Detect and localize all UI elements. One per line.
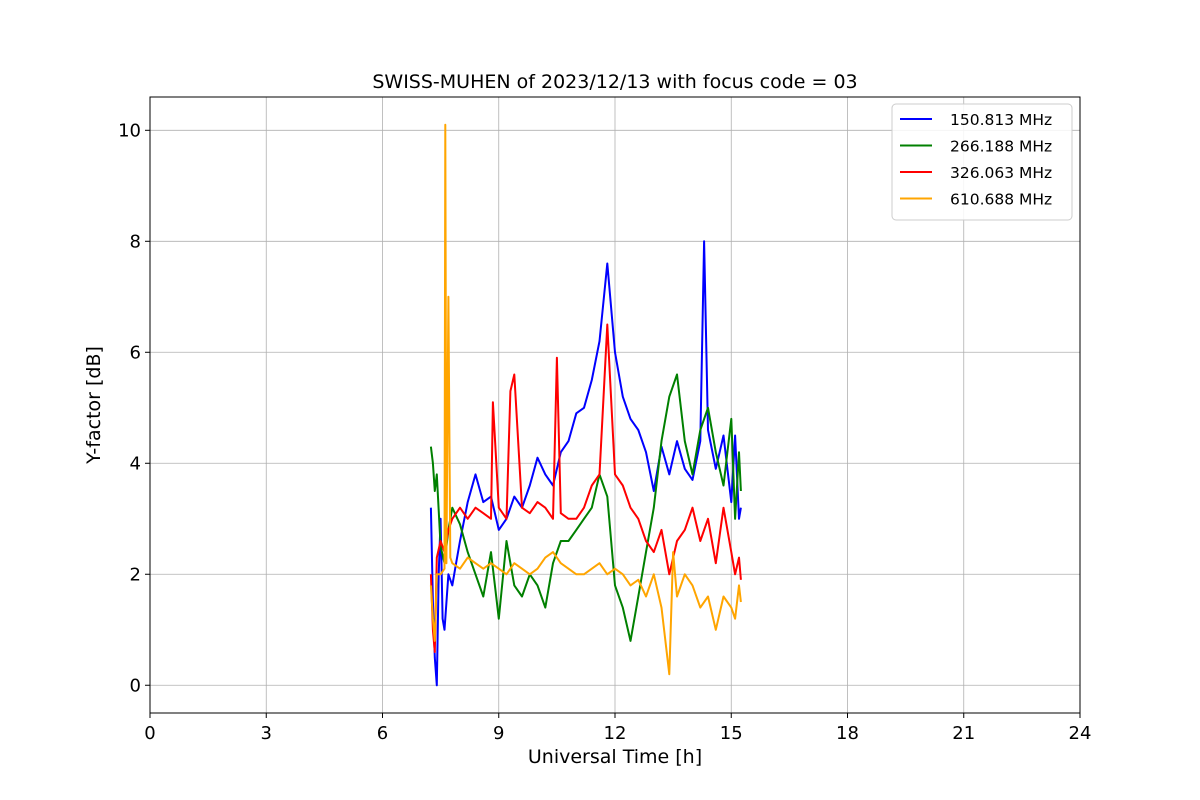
- series-line-150-813-mhz: [429, 240, 742, 687]
- y-tick-label: 10: [118, 120, 141, 141]
- x-tick-label: 15: [720, 723, 743, 744]
- x-axis-label: Universal Time [h]: [528, 746, 702, 768]
- legend-entry: 150.813 MHz: [950, 111, 1052, 129]
- series-line-266-188-mhz: [429, 373, 742, 642]
- legend-entry: 266.188 MHz: [950, 138, 1052, 156]
- legend: 150.813 MHz 266.188 MHz 326.063 MHz 610.688…: [891, 103, 1073, 221]
- x-tick-label: 6: [377, 723, 388, 744]
- series-line-326-063-mhz: [429, 323, 742, 653]
- y-axis-label: Y-factor [dB]: [83, 346, 105, 465]
- legend-entry: 610.688 MHz: [950, 191, 1052, 209]
- y-tick-label: 2: [130, 564, 141, 585]
- x-tick-label: 18: [836, 723, 859, 744]
- chart-title: SWISS-MUHEN of 2023/12/13 with focus cod…: [372, 71, 857, 93]
- x-tick-label: 12: [604, 723, 627, 744]
- series-group: [429, 123, 742, 687]
- y-tick-label: 4: [130, 453, 141, 474]
- legend-box: [891, 103, 1073, 221]
- y-tick-label: 8: [130, 231, 141, 252]
- y-tick-label: 0: [130, 675, 141, 696]
- x-tick-label: 9: [493, 723, 504, 744]
- legend-entry: 326.063 MHz: [950, 164, 1052, 182]
- x-tick-label: 24: [1069, 723, 1092, 744]
- series-line-610-688-mhz: [429, 123, 742, 676]
- x-tick-label: 0: [144, 723, 155, 744]
- x-tick-label: 3: [261, 723, 272, 744]
- x-tick-label: 21: [952, 723, 975, 744]
- y-tick-label: 6: [130, 342, 141, 363]
